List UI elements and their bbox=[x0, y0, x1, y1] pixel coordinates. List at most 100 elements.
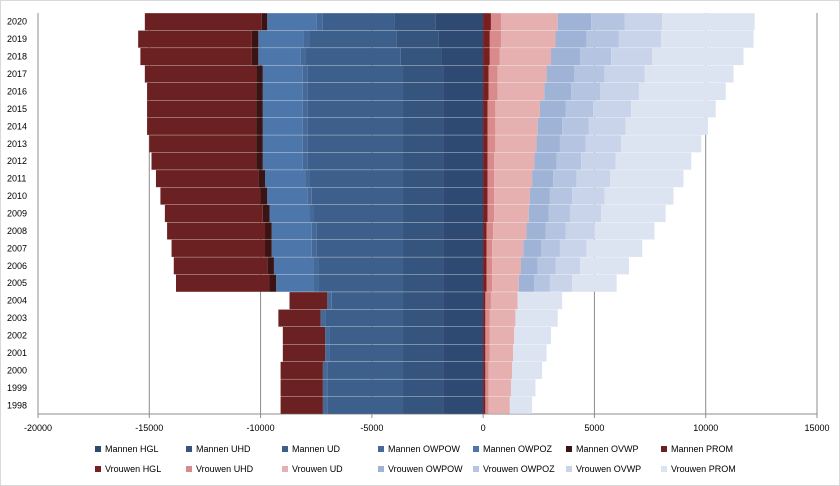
bar-segment bbox=[483, 344, 486, 362]
y-tick-label: 2007 bbox=[7, 243, 27, 253]
bar-segment bbox=[443, 204, 484, 223]
legend-item: Mannen UHD bbox=[186, 444, 251, 454]
bar-segment bbox=[147, 100, 257, 118]
legend-item: Vrouwen UHD bbox=[186, 464, 254, 474]
bar-segment bbox=[256, 65, 263, 83]
bar-segment bbox=[500, 30, 556, 48]
bar-segment bbox=[495, 135, 537, 153]
bar-segment bbox=[520, 257, 538, 275]
bar-segment bbox=[403, 65, 444, 83]
bar-segment bbox=[256, 117, 263, 135]
bar-segment bbox=[403, 222, 444, 240]
bar-segment bbox=[486, 274, 493, 292]
x-tick-label: 10000 bbox=[693, 423, 718, 433]
bar-segment bbox=[313, 257, 319, 275]
bar-segment bbox=[403, 239, 444, 257]
bar-segment bbox=[403, 396, 444, 414]
legend-swatch bbox=[473, 466, 479, 472]
y-tick-label: 2005 bbox=[7, 278, 27, 288]
y-tick-label: 1998 bbox=[7, 400, 27, 410]
bar-segment bbox=[487, 204, 495, 223]
bar-segment bbox=[536, 135, 560, 153]
bar-segment bbox=[138, 30, 252, 48]
bar-segment bbox=[251, 30, 259, 48]
bar-segment bbox=[269, 274, 277, 292]
bar-segment bbox=[443, 239, 484, 257]
bar-segment bbox=[167, 222, 266, 240]
y-tick-label: 2002 bbox=[7, 331, 27, 341]
bar-segment bbox=[611, 48, 653, 66]
bar-segment bbox=[483, 239, 487, 257]
legend-item: Mannen UD bbox=[282, 444, 341, 454]
bar-segment bbox=[537, 117, 563, 135]
y-tick-label: 2003 bbox=[7, 313, 27, 323]
bar-segment bbox=[329, 327, 404, 345]
bar-segment bbox=[147, 117, 257, 135]
bar-segment bbox=[322, 361, 328, 379]
legend-swatch bbox=[661, 466, 667, 472]
bar-segment bbox=[175, 274, 270, 292]
bar-segment bbox=[438, 30, 484, 48]
bar-segment bbox=[495, 117, 538, 135]
bar-segment bbox=[556, 152, 582, 170]
bar-segment bbox=[534, 152, 557, 170]
bar-segment bbox=[147, 82, 257, 100]
legend: Mannen HGL Mannen UHD Mannen UD Mannen OWPO… bbox=[95, 444, 736, 474]
bar-segment bbox=[631, 100, 716, 118]
bar-segment bbox=[309, 30, 397, 48]
bar-segment bbox=[164, 204, 263, 223]
bar-segment bbox=[509, 396, 533, 414]
bar-segment bbox=[483, 204, 488, 223]
bar-segment bbox=[485, 309, 490, 327]
bar-segment bbox=[488, 379, 511, 397]
bar-segment bbox=[548, 204, 570, 223]
legend-label: Mannen OWPOW bbox=[388, 444, 461, 454]
bar-segment bbox=[594, 222, 655, 240]
bar-segment bbox=[329, 344, 404, 362]
bar-segment bbox=[483, 100, 488, 118]
bar-segment bbox=[500, 13, 558, 31]
bar-segment bbox=[403, 82, 444, 100]
bar-segment bbox=[486, 239, 493, 257]
legend-item: Vrouwen HGL bbox=[95, 464, 161, 474]
bar-segment bbox=[327, 361, 404, 379]
bar-segment bbox=[276, 274, 314, 292]
bar-segment bbox=[271, 222, 312, 240]
bar-segment bbox=[495, 100, 540, 118]
bar-segment bbox=[322, 396, 328, 414]
bar-segment bbox=[313, 204, 404, 223]
bar-segment bbox=[316, 222, 404, 240]
bar-segment bbox=[518, 274, 535, 292]
bar-segment bbox=[487, 187, 495, 205]
bar-segment bbox=[262, 117, 303, 135]
bar-segment bbox=[302, 100, 308, 118]
bar-segment bbox=[562, 117, 589, 135]
bar-segment bbox=[579, 48, 612, 66]
bar-segment bbox=[586, 239, 643, 257]
bar-segment bbox=[553, 170, 577, 188]
bar-segment bbox=[559, 239, 587, 257]
bar-segment bbox=[305, 170, 310, 188]
bar-segment bbox=[311, 239, 317, 257]
bar-segment bbox=[593, 100, 632, 118]
y-tick-label: 2014 bbox=[7, 121, 27, 131]
bar-segment bbox=[443, 274, 484, 292]
bar-segment bbox=[325, 344, 330, 362]
y-tick-label: 2019 bbox=[7, 34, 27, 44]
bar-segment bbox=[307, 100, 404, 118]
bar-segment bbox=[311, 222, 317, 240]
bar-segment bbox=[307, 135, 404, 153]
bar-segment bbox=[271, 239, 312, 257]
legend-label: Mannen HGL bbox=[105, 444, 159, 454]
bar-segment bbox=[604, 65, 645, 83]
bar-segment bbox=[171, 239, 266, 257]
bar-segment bbox=[487, 152, 495, 170]
bar-segment bbox=[488, 65, 498, 83]
legend-swatch bbox=[186, 446, 192, 452]
bar-segment bbox=[532, 170, 554, 188]
bar-segment bbox=[325, 309, 404, 327]
bar-segment bbox=[541, 239, 560, 257]
bar-segment bbox=[493, 222, 527, 240]
bar-segment bbox=[572, 274, 617, 292]
